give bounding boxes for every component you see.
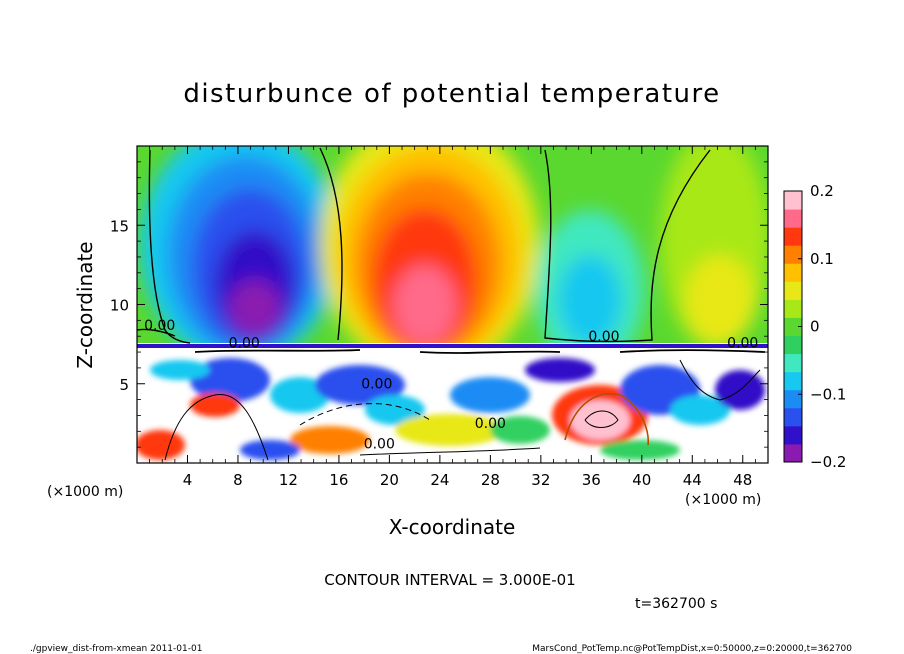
colorbar-segment bbox=[784, 209, 802, 228]
contour-lines bbox=[137, 147, 766, 461]
chart-title: disturbunce of potential temperature bbox=[183, 79, 720, 109]
colorbar-segment bbox=[784, 335, 802, 355]
x-tick-label: 44 bbox=[683, 471, 702, 489]
colorbar-segment bbox=[784, 317, 802, 337]
x-unit-right: (×1000 m) bbox=[685, 492, 761, 508]
x-tick-label: 4 bbox=[183, 471, 193, 489]
lower-field bbox=[137, 343, 768, 463]
x-tick-label: 36 bbox=[582, 471, 601, 489]
heatmap-plot: 0.00 0.00 0.00 0.00 0.00 0.00 0.00 bbox=[137, 146, 768, 463]
y-tick-label: 5 bbox=[119, 376, 129, 394]
colorbar-segment bbox=[784, 371, 802, 391]
contour-label: 0.00 bbox=[475, 416, 506, 432]
colorbar-tick-label: 0.2 bbox=[810, 182, 834, 200]
colorbar-segment bbox=[784, 281, 802, 300]
contour-label: 0.00 bbox=[229, 335, 260, 351]
colorbar-segment bbox=[784, 245, 802, 264]
x-tick-label: 12 bbox=[279, 471, 298, 489]
x-tick-label: 20 bbox=[380, 471, 399, 489]
contour-interval: CONTOUR INTERVAL = 3.000E-01 bbox=[324, 571, 575, 589]
contour-label: 0.00 bbox=[727, 335, 758, 351]
x-tick-label: 28 bbox=[481, 471, 500, 489]
colorbar-segment bbox=[784, 425, 802, 445]
x-unit-left: (×1000 m) bbox=[47, 484, 123, 500]
x-axis-label: X-coordinate bbox=[389, 515, 516, 539]
x-tick-label: 32 bbox=[531, 471, 550, 489]
colorbar-segment bbox=[784, 191, 802, 210]
y-tick-label: 10 bbox=[110, 297, 129, 315]
y-axis-label: Z-coordinate bbox=[73, 241, 97, 368]
y-tick-label: 15 bbox=[110, 217, 129, 235]
x-axis: 4 8 12 16 20 24 28 32 36 40 44 48 bbox=[149, 146, 756, 489]
colorbar: 0.2 0.1 0 −0.1 −0.2 bbox=[783, 182, 846, 471]
contour-label: 0.00 bbox=[364, 437, 395, 453]
x-tick-label: 8 bbox=[233, 471, 243, 489]
time-stamp: t=362700 s bbox=[635, 596, 717, 612]
contour-label: 0.00 bbox=[361, 377, 392, 393]
x-tick-label: 24 bbox=[430, 471, 449, 489]
contour-label: 0.00 bbox=[144, 318, 175, 334]
upper-field bbox=[140, 146, 768, 375]
colorbar-segment bbox=[784, 227, 802, 246]
colorbar-segment bbox=[784, 353, 802, 373]
y-axis: 5 10 15 bbox=[110, 161, 768, 448]
colorbar-tick-label: 0 bbox=[810, 318, 820, 336]
x-tick-label: 48 bbox=[733, 471, 752, 489]
colorbar-segment bbox=[784, 263, 802, 282]
colorbar-segment bbox=[784, 443, 802, 463]
footer-left: ./gpview_dist-from-xmean 2011-01-01 bbox=[30, 644, 202, 654]
colorbar-tick-label: −0.1 bbox=[810, 385, 846, 403]
colorbar-segment bbox=[784, 407, 802, 427]
x-tick-label: 40 bbox=[632, 471, 651, 489]
footer-right: MarsCond_PotTemp.nc@PotTempDist,x=0:5000… bbox=[532, 644, 852, 654]
colorbar-tick-label: 0.1 bbox=[810, 250, 834, 268]
colorbar-segment bbox=[784, 389, 802, 409]
colorbar-tick-label: −0.2 bbox=[810, 453, 846, 471]
colorbar-segment bbox=[784, 299, 802, 318]
contour-labels: 0.00 0.00 0.00 0.00 0.00 0.00 0.00 bbox=[144, 318, 758, 453]
contour-label: 0.00 bbox=[588, 329, 619, 345]
x-tick-label: 16 bbox=[329, 471, 348, 489]
